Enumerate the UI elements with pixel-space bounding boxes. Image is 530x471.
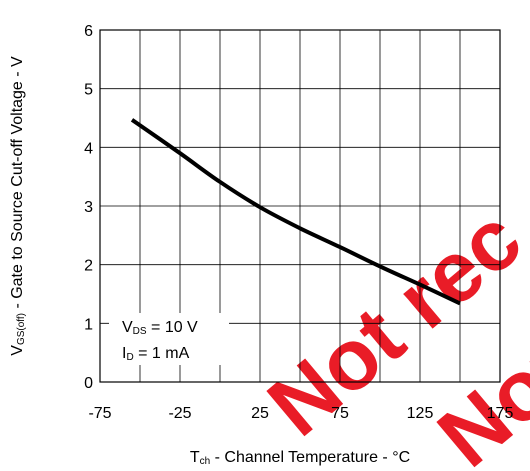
x-tick-label: 75 <box>331 405 349 422</box>
grid <box>100 30 500 382</box>
x-tick-label: -25 <box>168 405 191 422</box>
y-tick-label: 1 <box>84 316 93 333</box>
watermark: Not rec Not r <box>251 191 530 471</box>
x-tick-label: 25 <box>251 405 269 422</box>
y-axis-label: VGS(off) - Gate to Source Cut-off Voltag… <box>9 56 27 356</box>
annotation-background <box>109 313 229 365</box>
x-tick-label: 175 <box>487 405 514 422</box>
y-tick-labels: 0 1 2 3 4 5 6 <box>84 23 93 392</box>
y-tick-label: 6 <box>84 23 93 40</box>
x-tick-label: -75 <box>88 405 111 422</box>
y-tick-label: 4 <box>84 140 93 157</box>
series-line <box>130 118 461 306</box>
plot-area-frame <box>99 29 501 383</box>
y-tick-label: 3 <box>84 199 93 216</box>
y-tick-label: 2 <box>84 258 93 275</box>
x-tick-label: 125 <box>407 405 434 422</box>
annotation-vds: VDS = 10 V <box>122 319 198 337</box>
y-tick-label: 0 <box>84 375 93 392</box>
x-axis-label: Tch - Channel Temperature - °C <box>190 449 410 467</box>
x-tick-labels: -75 -25 25 75 125 175 <box>88 405 513 422</box>
y-tick-label: 5 <box>84 82 93 99</box>
annotation-id: ID = 1 mA <box>122 345 190 363</box>
annotation-box: VDS = 10 V ID = 1 mA <box>109 313 229 365</box>
